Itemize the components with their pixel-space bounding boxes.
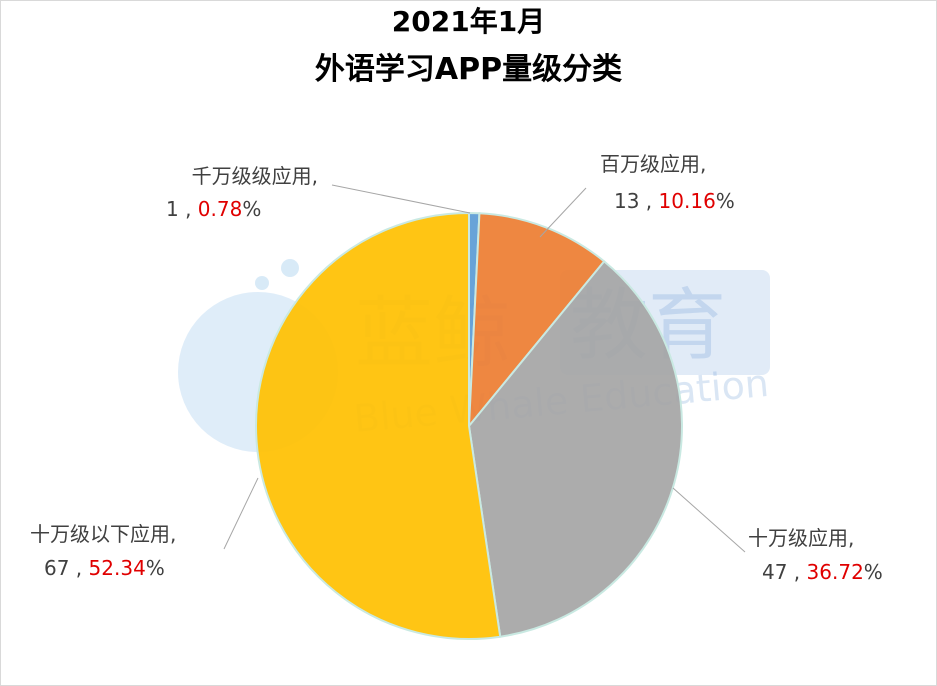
slice-percent-sign: % [146, 556, 165, 580]
slice-label-value: 47 , 36.72% [762, 560, 883, 584]
slice-count: 47 , [762, 560, 807, 584]
slice-count: 13 , [614, 189, 659, 213]
slice-label-name: 百万级应用, [600, 152, 706, 176]
slice-percent: 36.72 [807, 560, 864, 584]
leader-line [331, 184, 471, 214]
chart-title-line1: 2021年1月 [391, 5, 546, 38]
slice-percent-sign: % [864, 560, 883, 584]
slice-count: 1 , [166, 197, 198, 221]
slice-percent-sign: % [716, 189, 735, 213]
pie-slice [467, 259, 683, 638]
slice-percent: 10.16 [659, 189, 716, 213]
slice-percent: 52.34 [89, 556, 146, 580]
leader-line [223, 477, 259, 550]
slice-label-value: 1 , 0.78% [166, 197, 261, 221]
slice-label-name: 十万级应用, [748, 526, 854, 550]
slice-percent: 0.78 [198, 197, 243, 221]
slice-label-name: 十万级以下应用, [30, 522, 176, 546]
leader-line [672, 487, 746, 553]
watermark-drop-icon [281, 259, 299, 277]
slice-label-value: 67 , 52.34% [44, 556, 165, 580]
slice-label-name: 千万级级应用, [192, 164, 318, 188]
watermark-drop-icon [255, 276, 269, 290]
slice-label-value: 13 , 10.16% [614, 189, 735, 213]
chart-title-line2: 外语学习APP量级分类 [314, 52, 623, 87]
pie-slice [255, 211, 502, 640]
leader-line [539, 187, 587, 238]
pie-slice [467, 212, 606, 429]
slice-percent-sign: % [242, 197, 261, 221]
slice-count: 67 , [44, 556, 89, 580]
